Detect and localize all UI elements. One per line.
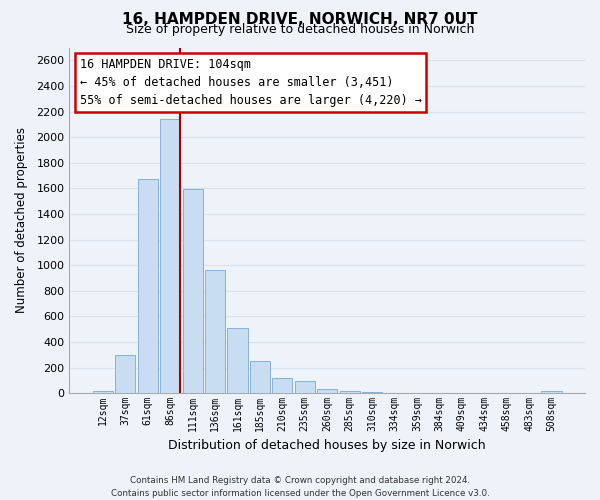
Y-axis label: Number of detached properties: Number of detached properties	[15, 128, 28, 314]
X-axis label: Distribution of detached houses by size in Norwich: Distribution of detached houses by size …	[169, 440, 486, 452]
Bar	[295, 381, 315, 393]
Bar	[205, 270, 225, 393]
Bar	[182, 189, 203, 393]
Text: 16, HAMPDEN DRIVE, NORWICH, NR7 0UT: 16, HAMPDEN DRIVE, NORWICH, NR7 0UT	[122, 12, 478, 28]
Bar	[160, 119, 181, 393]
Bar	[138, 180, 158, 393]
Text: 16 HAMPDEN DRIVE: 104sqm
← 45% of detached houses are smaller (3,451)
55% of sem: 16 HAMPDEN DRIVE: 104sqm ← 45% of detach…	[80, 58, 422, 107]
Bar	[317, 388, 337, 393]
Bar	[362, 392, 382, 393]
Bar	[272, 378, 292, 393]
Bar	[115, 356, 136, 393]
Bar	[541, 390, 562, 393]
Bar	[93, 391, 113, 393]
Bar	[250, 361, 270, 393]
Text: Size of property relative to detached houses in Norwich: Size of property relative to detached ho…	[126, 22, 474, 36]
Bar	[340, 391, 360, 393]
Text: Contains HM Land Registry data © Crown copyright and database right 2024.
Contai: Contains HM Land Registry data © Crown c…	[110, 476, 490, 498]
Bar	[227, 328, 248, 393]
